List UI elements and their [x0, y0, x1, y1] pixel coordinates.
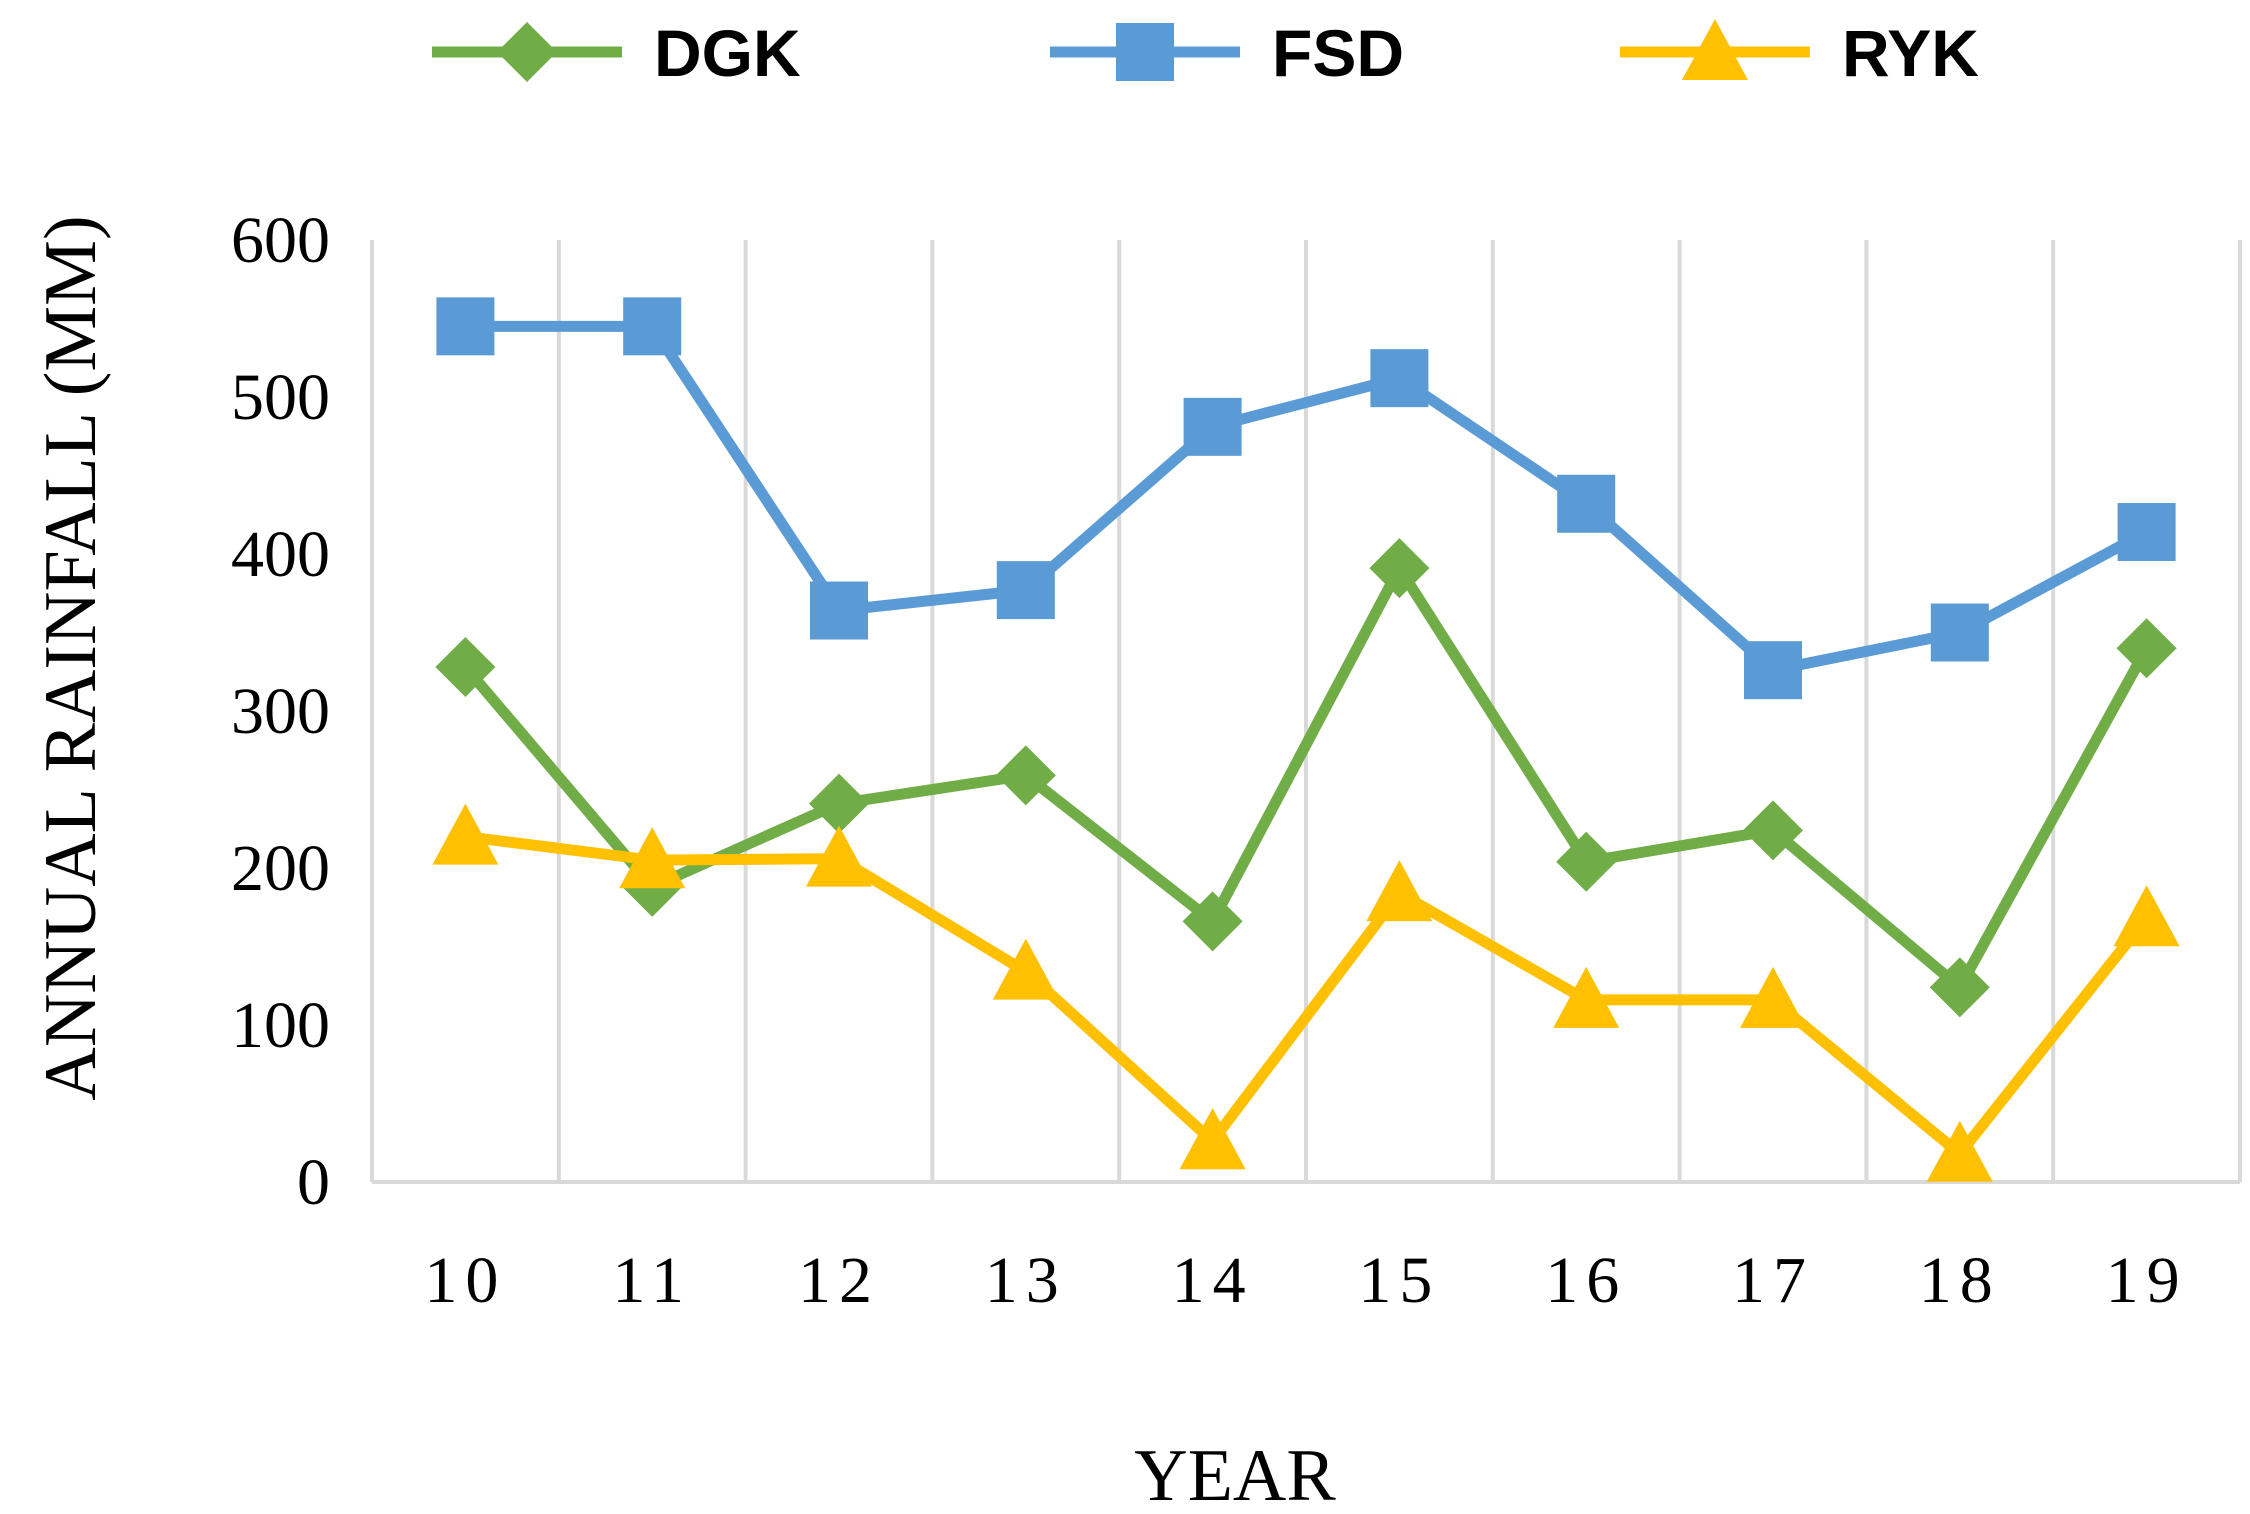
data-point-ryk	[1366, 860, 1433, 922]
data-point-ryk	[1926, 1120, 1993, 1182]
x-tick-label: 19	[2106, 1244, 2188, 1317]
y-axis-ticks: 0 100 200 300 400 500 600	[231, 204, 330, 1219]
data-point-ryk	[992, 938, 1059, 1000]
data-point-dgk	[995, 745, 1056, 806]
data-point-ryk	[1553, 966, 1620, 1028]
legend-label: DGK	[654, 16, 801, 90]
x-axis-ticks: 10 11 12 13 14 15 16 17 18 19	[424, 1244, 2188, 1317]
legend-item-ryk: RYK	[1620, 16, 1979, 90]
data-point-fsd	[2117, 503, 2176, 562]
legend-marker-triangle-icon	[1682, 19, 1748, 81]
legend: DGK FSD RYK	[432, 16, 1979, 90]
legend-label: FSD	[1272, 16, 1404, 90]
series-group	[432, 297, 2180, 1182]
legend-marker-diamond-icon	[497, 22, 557, 82]
x-tick-label: 11	[612, 1244, 692, 1317]
data-point-dgk	[1556, 831, 1617, 892]
y-tick-label: 500	[231, 361, 330, 434]
data-point-dgk	[809, 773, 869, 834]
y-axis-title: ANNUAL RAINFALL (MM)	[30, 215, 112, 1100]
series-line-ryk	[464, 831, 2151, 1160]
y-tick-label: 600	[231, 204, 330, 277]
data-point-dgk	[1182, 891, 1243, 952]
x-axis-title: YEAR	[1134, 1435, 1336, 1514]
series-line-dgk	[461, 562, 2152, 993]
y-tick-label: 100	[231, 989, 330, 1062]
data-point-dgk	[1929, 957, 1990, 1018]
y-tick-label: 0	[297, 1146, 330, 1219]
grid-lines	[370, 240, 2242, 1184]
x-tick-label: 15	[1358, 1244, 1440, 1317]
data-point-fsd	[810, 581, 868, 640]
data-point-ryk	[1179, 1108, 1246, 1170]
data-point-dgk	[2116, 618, 2177, 679]
data-point-ryk	[2113, 885, 2180, 947]
y-tick-label: 200	[231, 832, 330, 905]
legend-item-dgk: DGK	[432, 16, 801, 90]
data-point-fsd	[623, 297, 682, 356]
data-point-fsd	[1557, 474, 1616, 533]
series-dgk	[435, 538, 2177, 1018]
data-point-fsd	[996, 561, 1055, 620]
series-line-fsd	[465, 320, 2150, 676]
data-point-ryk	[432, 803, 499, 865]
legend-marker-square-icon	[1116, 23, 1174, 81]
x-tick-label: 12	[798, 1244, 880, 1317]
data-point-fsd	[1930, 603, 1989, 662]
data-point-fsd	[1744, 641, 1802, 700]
x-tick-label: 14	[1172, 1244, 1254, 1317]
data-point-ryk	[806, 825, 872, 887]
x-tick-label: 17	[1732, 1244, 1814, 1317]
data-point-fsd	[436, 297, 495, 356]
legend-item-fsd: FSD	[1050, 16, 1404, 90]
data-point-dgk	[435, 637, 496, 698]
x-tick-label: 18	[1919, 1244, 2001, 1317]
x-tick-label: 10	[424, 1244, 506, 1317]
data-point-fsd	[1370, 349, 1429, 408]
series-ryk	[432, 803, 2180, 1182]
legend-label: RYK	[1842, 16, 1979, 90]
data-point-ryk	[619, 827, 686, 889]
data-point-ryk	[1740, 966, 1806, 1028]
series-fsd	[436, 297, 2176, 700]
y-tick-label: 300	[231, 675, 330, 748]
data-point-dgk	[1743, 800, 1803, 861]
x-tick-label: 13	[985, 1244, 1067, 1317]
x-tick-label: 16	[1545, 1244, 1627, 1317]
data-point-fsd	[1183, 397, 1242, 456]
data-point-dgk	[1369, 538, 1430, 599]
y-tick-label: 400	[231, 518, 330, 591]
